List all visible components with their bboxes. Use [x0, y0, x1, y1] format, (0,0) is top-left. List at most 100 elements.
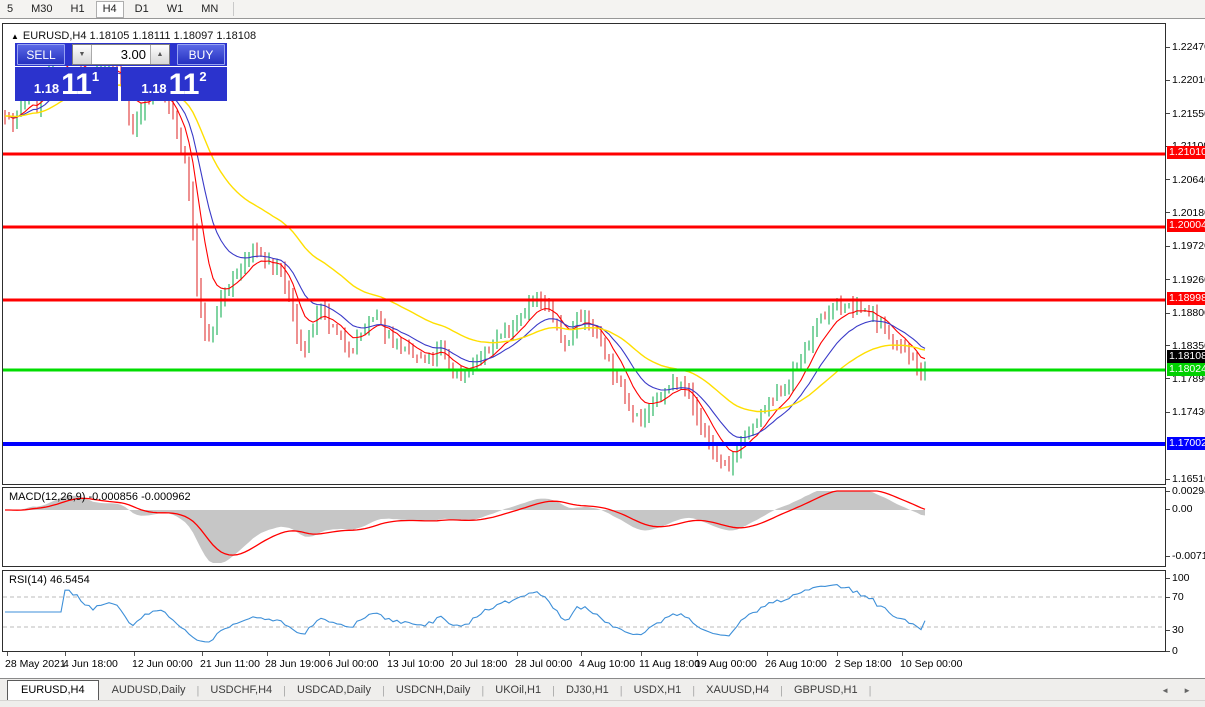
tab-usdcnh-daily[interactable]: USDCNH,Daily [395, 684, 471, 696]
date-label: 12 Jun 00:00 [132, 658, 193, 670]
collapse-triangle-icon[interactable]: ▲ [11, 32, 19, 41]
date-tick-mark [767, 652, 768, 656]
tab-audusd-daily[interactable]: AUDUSD,Daily [111, 684, 186, 696]
price-line-label: 1.20004 [1167, 219, 1205, 233]
buy-price-pips: 11 [168, 68, 200, 101]
main-chart-panel[interactable]: ▲ EURUSD,H4 1.18105 1.18111 1.18097 1.181… [2, 23, 1166, 485]
date-tick-mark [452, 652, 453, 656]
tab-separator: | [481, 685, 485, 697]
price-tick-label: 1.17430 [1172, 406, 1205, 419]
date-axis[interactable]: 28 May 2021 4 Jun 18:00 12 Jun 00:00 21 Jun… [2, 652, 1166, 678]
tab-usdx-h1[interactable]: USDX,H1 [633, 684, 682, 696]
tab-separator: | [196, 685, 200, 697]
date-label: 20 Jul 18:00 [450, 658, 508, 670]
timeframe-button-h1[interactable]: H1 [70, 2, 85, 15]
date-label: 2 Sep 18:00 [835, 658, 892, 670]
moving-averages [4, 61, 926, 453]
rsi-tick-mark [1166, 577, 1170, 579]
candlestick-chart [3, 44, 1165, 476]
timeframe-button-w1[interactable]: W1 [166, 2, 184, 15]
volume-input[interactable]: 3.00 [120, 47, 146, 62]
timeframe-button-5[interactable]: 5 [7, 2, 14, 15]
rsi-tick-label: 70 [1172, 591, 1184, 603]
macd-tick-label: 0.00 [1172, 503, 1193, 515]
buy-price-point: 2 [199, 69, 207, 84]
tabs-scroll-right-icon[interactable]: ► [1183, 686, 1191, 695]
macd-chart [5, 490, 926, 563]
sell-price-display[interactable]: 1.18 11 1 [15, 67, 118, 101]
tab-usdcad-daily[interactable]: USDCAD,Daily [297, 684, 371, 696]
date-label: 21 Jun 11:00 [200, 658, 260, 670]
tab-separator: | [381, 685, 385, 697]
date-tick-mark [389, 652, 390, 656]
volume-increase-icon[interactable]: ▲ [150, 45, 169, 64]
one-click-trading-panel: SELL ▼ 3.00 ▲ BUY 1.18 11 1 1.18 11 2 [15, 43, 227, 101]
date-tick-mark [202, 652, 203, 656]
tab-gbpusd-h1[interactable]: GBPUSD,H1 [793, 684, 858, 696]
price-tick-mark [1166, 345, 1170, 347]
volume-decrease-icon[interactable]: ▼ [73, 45, 92, 64]
sell-price-base: 1.18 [33, 81, 60, 96]
date-tick-mark [581, 652, 582, 656]
tab-separator: | [868, 685, 872, 697]
macd-tick-label: -0.00715 [1172, 550, 1205, 562]
bottom-strip [0, 700, 1205, 707]
price-line-label: 1.18998 [1167, 292, 1205, 306]
date-label: 10 Sep 00:00 [900, 658, 963, 670]
timeframe-button-h4[interactable]: H4 [95, 0, 124, 18]
timeframe-button-mn[interactable]: MN [201, 2, 219, 15]
tab-xauusd-h4[interactable]: XAUUSD,H4 [706, 684, 770, 696]
horizontal-level-lines[interactable] [3, 152, 1165, 446]
timeframe-button-d1[interactable]: D1 [134, 2, 149, 15]
tab-separator: | [283, 685, 286, 697]
date-tick-mark [837, 652, 838, 656]
price-tick-label: 1.20180 [1172, 206, 1205, 219]
buy-button[interactable]: BUY [177, 44, 225, 65]
price-tick-mark [1166, 411, 1170, 413]
chart-tab-bar: EURUSD,H4 AUDUSD,Daily | USDCHF,H4 | USDCAD,D… [0, 678, 1205, 701]
rsi-tick-mark [1166, 650, 1170, 652]
rsi-indicator-panel[interactable]: RSI(14) 46.5454 [2, 570, 1166, 652]
price-line-label: 1.21010 [1167, 146, 1205, 160]
date-tick-mark [134, 652, 135, 656]
date-label: 4 Jun 18:00 [63, 658, 118, 670]
tabs-scroll-left-icon[interactable]: ◄ [1161, 686, 1170, 695]
macd-signal-line [5, 490, 926, 556]
date-tick-mark [329, 652, 330, 656]
sell-button[interactable]: SELL [17, 44, 65, 65]
price-tick-label: 1.21550 [1172, 107, 1205, 120]
rsi-tick-label: 30 [1172, 624, 1184, 636]
rsi-tick-mark [1166, 596, 1170, 598]
price-tick-label: 1.18350 [1172, 339, 1205, 352]
price-tick-label: 1.22010 [1172, 74, 1205, 87]
date-label: 28 Jun 19:00 [265, 658, 326, 670]
buy-price-display[interactable]: 1.18 11 2 [121, 67, 227, 101]
macd-indicator-panel[interactable]: MACD(12,26,9) -0.000856 -0.000962 [2, 487, 1166, 567]
tab-separator: | [552, 685, 555, 697]
date-tick-mark [902, 652, 903, 656]
date-label: 28 Jul 00:00 [515, 658, 573, 670]
tab-scroll-arrows: ◄ ► [1161, 686, 1191, 700]
price-tick-mark [1166, 46, 1170, 48]
tab-ukoil-h1[interactable]: UKOil,H1 [495, 684, 542, 696]
price-axis[interactable]: 1.224701.220101.215501.211001.206401.201… [1166, 0, 1205, 707]
buy-price-base: 1.18 [141, 81, 167, 96]
price-tick-label: 1.22470 [1172, 41, 1205, 53]
price-line-label: 1.17002 [1167, 436, 1205, 450]
date-tick-mark [7, 652, 8, 656]
macd-tick-mark [1166, 490, 1170, 492]
rsi-label: RSI(14) 46.5454 [9, 574, 90, 586]
price-tick-mark [1166, 378, 1170, 380]
tab-dj30-h1[interactable]: DJ30,H1 [565, 684, 609, 696]
tab-separator: | [619, 685, 623, 697]
date-label: 11 Aug 18:00 [639, 658, 701, 670]
chart-ohlc-text: EURUSD,H4 1.18105 1.18111 1.18097 1.1810… [22, 30, 257, 42]
timeframe-button-m30[interactable]: M30 [31, 2, 53, 15]
tab-eurusd-h4[interactable]: EURUSD,H4 [7, 680, 99, 701]
rsi-line [5, 584, 926, 643]
tab-usdchf-h4[interactable]: USDCHF,H4 [210, 684, 273, 696]
sell-price-pips: 11 [61, 68, 92, 101]
macd-histogram [5, 491, 925, 563]
